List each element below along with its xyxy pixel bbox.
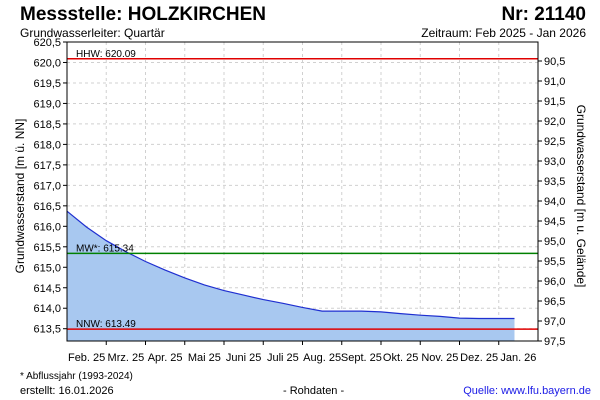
hhw-label: HHW: 620.09 bbox=[76, 49, 136, 60]
x-tick-label: Juni 25 bbox=[226, 352, 261, 364]
aquifer-label: Grundwasserleiter: Quartär bbox=[20, 26, 165, 40]
y2-tick-label: 97,0 bbox=[544, 316, 565, 328]
y2-tick-label: 94,0 bbox=[544, 196, 565, 208]
y2-tick-label: 95,0 bbox=[544, 236, 565, 248]
y-tick-label: 616,5 bbox=[33, 201, 61, 213]
y-tick-label: 620,0 bbox=[33, 57, 61, 69]
y-tick-label: 613,5 bbox=[33, 324, 61, 336]
y-tick-label: 619,0 bbox=[33, 98, 61, 110]
y-tick-label: 617,5 bbox=[33, 160, 61, 172]
mw-label: MW*: 615.34 bbox=[76, 243, 134, 254]
y-tick-label: 615,0 bbox=[33, 262, 61, 274]
y-tick-label: 615,5 bbox=[33, 242, 61, 254]
y-tick-label: 618,5 bbox=[33, 119, 61, 131]
y2-tick-label: 93,5 bbox=[544, 176, 565, 188]
y-axis: 613,5 614,0 614,5 615,0 615,5 616,0 616,5 617,0… bbox=[33, 37, 67, 336]
y-tick-label: 619,5 bbox=[33, 78, 61, 90]
series-area-fill bbox=[67, 211, 515, 341]
y2-tick-label: 94,5 bbox=[544, 216, 565, 228]
nnw-label: NNW: 613.49 bbox=[76, 319, 136, 330]
footnote: * Abflussjahr (1993-2024) bbox=[20, 371, 133, 382]
x-tick-label: Nov. 25 bbox=[421, 352, 458, 364]
y-tick-label: 618,0 bbox=[33, 139, 61, 151]
source-link[interactable]: Quelle: www.lfu.bayern.de bbox=[463, 385, 591, 397]
series-line bbox=[66, 210, 515, 320]
x-tick-label: Mrz. 25 bbox=[108, 352, 145, 364]
x-tick-label: Feb. 25 bbox=[68, 352, 105, 364]
y-tick-label: 614,0 bbox=[33, 303, 61, 315]
y-tick-label: 617,0 bbox=[33, 180, 61, 192]
x-axis: Feb. 25 Mrz. 25 Apr. 25 Mai 25 Juni 25 Juli 2… bbox=[68, 341, 536, 364]
x-tick-label: Jan. 26 bbox=[500, 352, 536, 364]
y2-tick-label: 90,5 bbox=[544, 56, 565, 68]
x-tick-label: Okt. 25 bbox=[383, 352, 418, 364]
x-tick-label: Juli 25 bbox=[267, 352, 299, 364]
raw-data-label: - Rohdaten - bbox=[283, 385, 345, 397]
grid bbox=[67, 41, 538, 341]
y2-axis-label: Grundwasserstand [m u. Gelände] bbox=[574, 105, 588, 288]
y-tick-label: 620,5 bbox=[33, 37, 61, 49]
x-tick-label: Mai 25 bbox=[188, 352, 221, 364]
y2-tick-label: 91,5 bbox=[544, 96, 565, 108]
x-tick-label: Apr. 25 bbox=[148, 352, 183, 364]
y-tick-label: 616,0 bbox=[33, 221, 61, 233]
y2-tick-label: 95,5 bbox=[544, 256, 565, 268]
y-tick-label: 614,5 bbox=[33, 283, 61, 295]
y2-tick-label: 92,5 bbox=[544, 136, 565, 148]
reference-lines: HHW: 620.09 MW*: 615.34 NNW: 613.49 bbox=[67, 49, 538, 330]
x-tick-label: Aug. 25 bbox=[303, 352, 341, 364]
created-date: erstellt: 16.01.2026 bbox=[20, 385, 114, 397]
x-tick-label: Dez. 25 bbox=[460, 352, 498, 364]
x-tick-label: Sept. 25 bbox=[341, 352, 382, 364]
y-axis-label: Grundwasserstand [m ü. NN] bbox=[13, 119, 27, 274]
y2-axis: 90,5 91,0 91,5 92,0 92,5 93,0 93,5 94,0 94,5 95,0… bbox=[538, 56, 565, 348]
y2-tick-label: 92,0 bbox=[544, 116, 565, 128]
series-area bbox=[66, 210, 515, 341]
y2-tick-label: 96,0 bbox=[544, 276, 565, 288]
page-title: Messstelle: HOLZKIRCHEN bbox=[20, 4, 266, 25]
period-label: Zeitraum: Feb 2025 - Jan 2026 bbox=[421, 26, 586, 40]
y2-tick-label: 91,0 bbox=[544, 76, 565, 88]
y2-tick-label: 93,0 bbox=[544, 156, 565, 168]
y2-tick-label: 97,5 bbox=[544, 336, 565, 348]
y2-tick-label: 96,5 bbox=[544, 296, 565, 308]
station-number: Nr: 21140 bbox=[501, 4, 586, 25]
